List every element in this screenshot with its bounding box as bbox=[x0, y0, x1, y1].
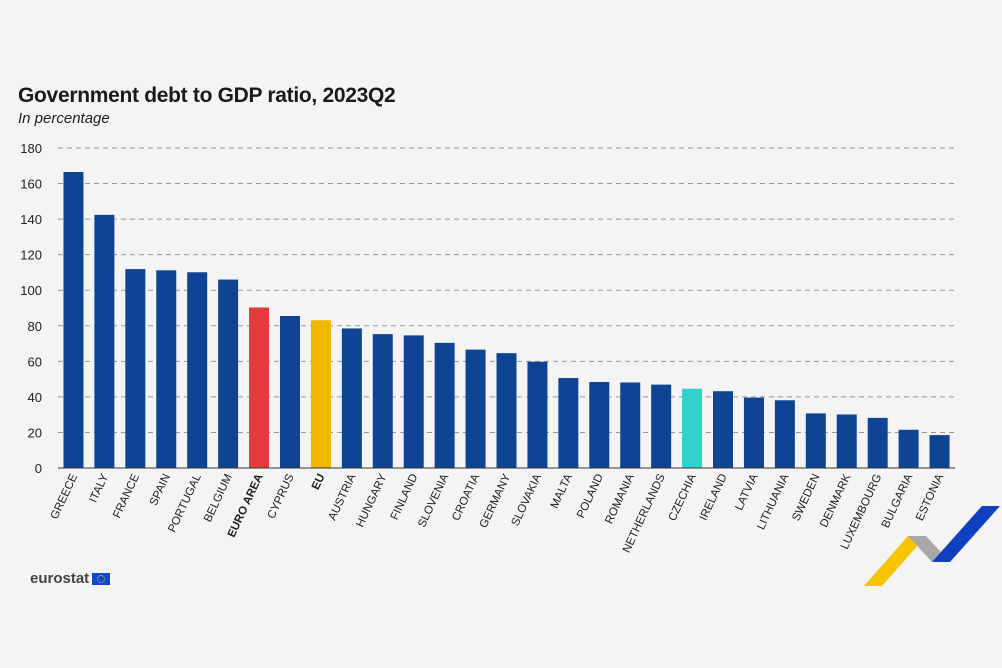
x-tick-label: FINLAND bbox=[389, 472, 421, 522]
bar-austria bbox=[341, 328, 362, 468]
bar-bulgaria bbox=[898, 429, 919, 468]
x-tick-label: GERMANY bbox=[478, 472, 514, 530]
bar-luxembourg bbox=[867, 417, 888, 468]
y-tick-label: 20 bbox=[28, 425, 42, 440]
x-tick-label: BELGIUM bbox=[202, 472, 235, 524]
x-tick-label: SPAIN bbox=[148, 472, 173, 508]
chart-title: Government debt to GDP ratio, 2023Q2 bbox=[18, 84, 396, 107]
bar-portugal bbox=[187, 272, 208, 468]
eurostat-logo: eurostat bbox=[30, 570, 111, 587]
bar-malta bbox=[558, 378, 579, 468]
bar-romania bbox=[620, 382, 641, 468]
x-tick-label: LATVIA bbox=[733, 472, 760, 513]
x-tick-label: GREECE bbox=[49, 472, 81, 521]
bar-denmark bbox=[836, 414, 857, 468]
bar-slovakia bbox=[527, 361, 548, 468]
swoosh-blue-stroke bbox=[932, 506, 1000, 562]
bar-finland bbox=[403, 335, 424, 468]
bar-italy bbox=[94, 214, 115, 468]
bar-latvia bbox=[743, 397, 764, 468]
bar-germany bbox=[496, 353, 517, 468]
bar-ireland bbox=[713, 391, 734, 468]
bar-czechia bbox=[682, 388, 703, 468]
x-tick-label: CYPRUS bbox=[266, 472, 297, 521]
logo-text: eurostat bbox=[30, 570, 90, 587]
bar-eu bbox=[310, 320, 331, 468]
x-tick-label: CROATIA bbox=[450, 472, 482, 523]
eurostat-swoosh-icon bbox=[864, 506, 1000, 586]
y-tick-label: 100 bbox=[20, 283, 42, 298]
x-tick-label: SLOVAKIA bbox=[510, 472, 545, 528]
bar-lithuania bbox=[774, 400, 795, 468]
bar-greece bbox=[63, 172, 84, 468]
x-tick-label: SWEDEN bbox=[790, 472, 822, 523]
y-tick-label: 80 bbox=[28, 319, 42, 334]
bar-slovenia bbox=[434, 342, 455, 468]
bar-france bbox=[125, 269, 146, 468]
bar-croatia bbox=[465, 349, 486, 468]
chart-subtitle: In percentage bbox=[18, 110, 110, 127]
bar-estonia bbox=[929, 435, 950, 468]
x-tick-label: ROMANIA bbox=[603, 472, 637, 526]
bar-poland bbox=[589, 381, 610, 468]
x-tick-label: FRANCE bbox=[111, 472, 142, 520]
x-tick-label: AUSTRIA bbox=[327, 472, 359, 523]
x-tick-label: POLAND bbox=[575, 472, 606, 520]
x-tick-label: SLOVENIA bbox=[416, 472, 451, 530]
x-tick-label: ITALY bbox=[87, 472, 111, 505]
y-tick-label: 60 bbox=[28, 354, 42, 369]
y-tick-label: 0 bbox=[35, 461, 42, 476]
y-tick-label: 160 bbox=[20, 177, 42, 192]
x-tick-label: PORTUGAL bbox=[166, 472, 204, 535]
bar-euro-area bbox=[249, 307, 270, 468]
eu-flag-icon bbox=[92, 572, 111, 585]
bar-spain bbox=[156, 270, 177, 468]
y-tick-label: 140 bbox=[20, 212, 42, 227]
y-tick-label: 180 bbox=[20, 141, 42, 156]
x-tick-label: MALTA bbox=[549, 472, 575, 511]
x-tick-label: CZECHIA bbox=[667, 472, 699, 523]
bar-sweden bbox=[805, 413, 826, 468]
x-tick-label: EU bbox=[310, 472, 328, 492]
swoosh-yellow-stroke bbox=[864, 536, 926, 586]
bar-cyprus bbox=[279, 316, 300, 468]
x-tick-label: IRELAND bbox=[698, 472, 730, 522]
y-tick-label: 120 bbox=[20, 248, 42, 263]
x-tick-label: DENMARK bbox=[818, 472, 853, 529]
bar-belgium bbox=[218, 279, 239, 468]
x-tick-label: LITHUANIA bbox=[755, 472, 791, 532]
bar-netherlands bbox=[651, 384, 672, 468]
y-tick-label: 40 bbox=[28, 390, 42, 405]
x-tick-label: HUNGARY bbox=[354, 472, 389, 529]
bar-hungary bbox=[372, 334, 393, 468]
